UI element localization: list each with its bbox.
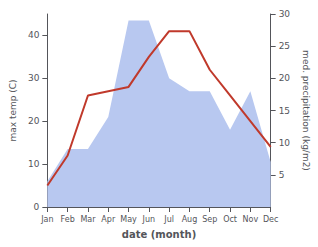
svg-text:Dec: Dec — [263, 215, 278, 224]
svg-text:Aug: Aug — [182, 215, 198, 224]
svg-text:May: May — [120, 215, 137, 224]
svg-text:20: 20 — [28, 116, 40, 126]
svg-text:Apr: Apr — [101, 215, 116, 224]
svg-text:0: 0 — [34, 202, 40, 212]
svg-text:Sep: Sep — [202, 215, 217, 224]
svg-text:30: 30 — [279, 9, 291, 19]
svg-text:20: 20 — [279, 73, 291, 83]
svg-text:5: 5 — [279, 170, 285, 180]
svg-text:date (month): date (month) — [122, 229, 196, 240]
svg-text:Oct: Oct — [223, 215, 237, 224]
svg-text:max temp (C): max temp (C) — [8, 79, 18, 141]
svg-text:25: 25 — [279, 41, 290, 51]
svg-text:Feb: Feb — [61, 215, 75, 224]
svg-text:10: 10 — [279, 138, 291, 148]
svg-text:Jun: Jun — [142, 215, 156, 224]
svg-text:10: 10 — [28, 159, 40, 169]
svg-text:Mar: Mar — [80, 215, 96, 224]
svg-text:med. precipitation (kg/m2): med. precipitation (kg/m2) — [301, 50, 311, 171]
svg-text:Nov: Nov — [243, 215, 259, 224]
svg-text:Jan: Jan — [40, 215, 53, 224]
svg-text:40: 40 — [28, 30, 40, 40]
svg-text:Jul: Jul — [163, 215, 174, 224]
svg-text:15: 15 — [279, 106, 290, 116]
svg-text:30: 30 — [28, 73, 40, 83]
